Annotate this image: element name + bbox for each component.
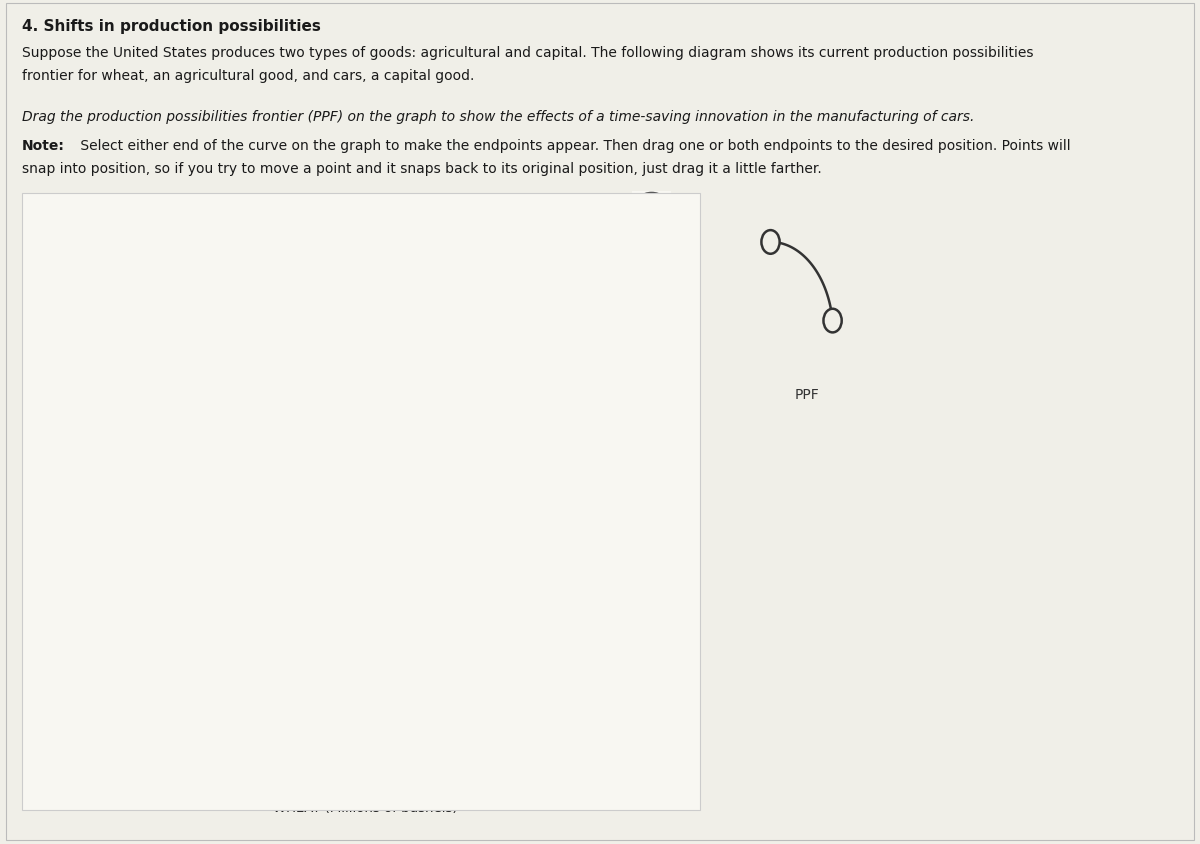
X-axis label: WHEAT (Millions of bushels): WHEAT (Millions of bushels): [274, 801, 457, 814]
Text: Drag the production possibilities frontier (PPF) on the graph to show the effect: Drag the production possibilities fronti…: [22, 110, 974, 124]
Text: snap into position, so if you try to move a point and it snaps back to its origi: snap into position, so if you try to mov…: [22, 162, 821, 176]
Text: frontier for wheat, an agricultural good, and cars, a capital good.: frontier for wheat, an agricultural good…: [22, 69, 474, 84]
Circle shape: [823, 310, 841, 333]
Text: PPF: PPF: [794, 387, 820, 402]
Text: ?: ?: [648, 200, 655, 215]
Y-axis label: CARS (Thousands): CARS (Thousands): [35, 458, 48, 580]
Text: Suppose the United States produces two types of goods: agricultural and capital.: Suppose the United States produces two t…: [22, 46, 1033, 61]
Text: PPF: PPF: [376, 751, 398, 764]
Circle shape: [762, 230, 780, 255]
Text: Select either end of the curve on the graph to make the endpoints appear. Then d: Select either end of the curve on the gr…: [76, 139, 1070, 154]
Text: 4. Shifts in production possibilities: 4. Shifts in production possibilities: [22, 19, 320, 34]
Text: Note:: Note:: [22, 139, 65, 154]
